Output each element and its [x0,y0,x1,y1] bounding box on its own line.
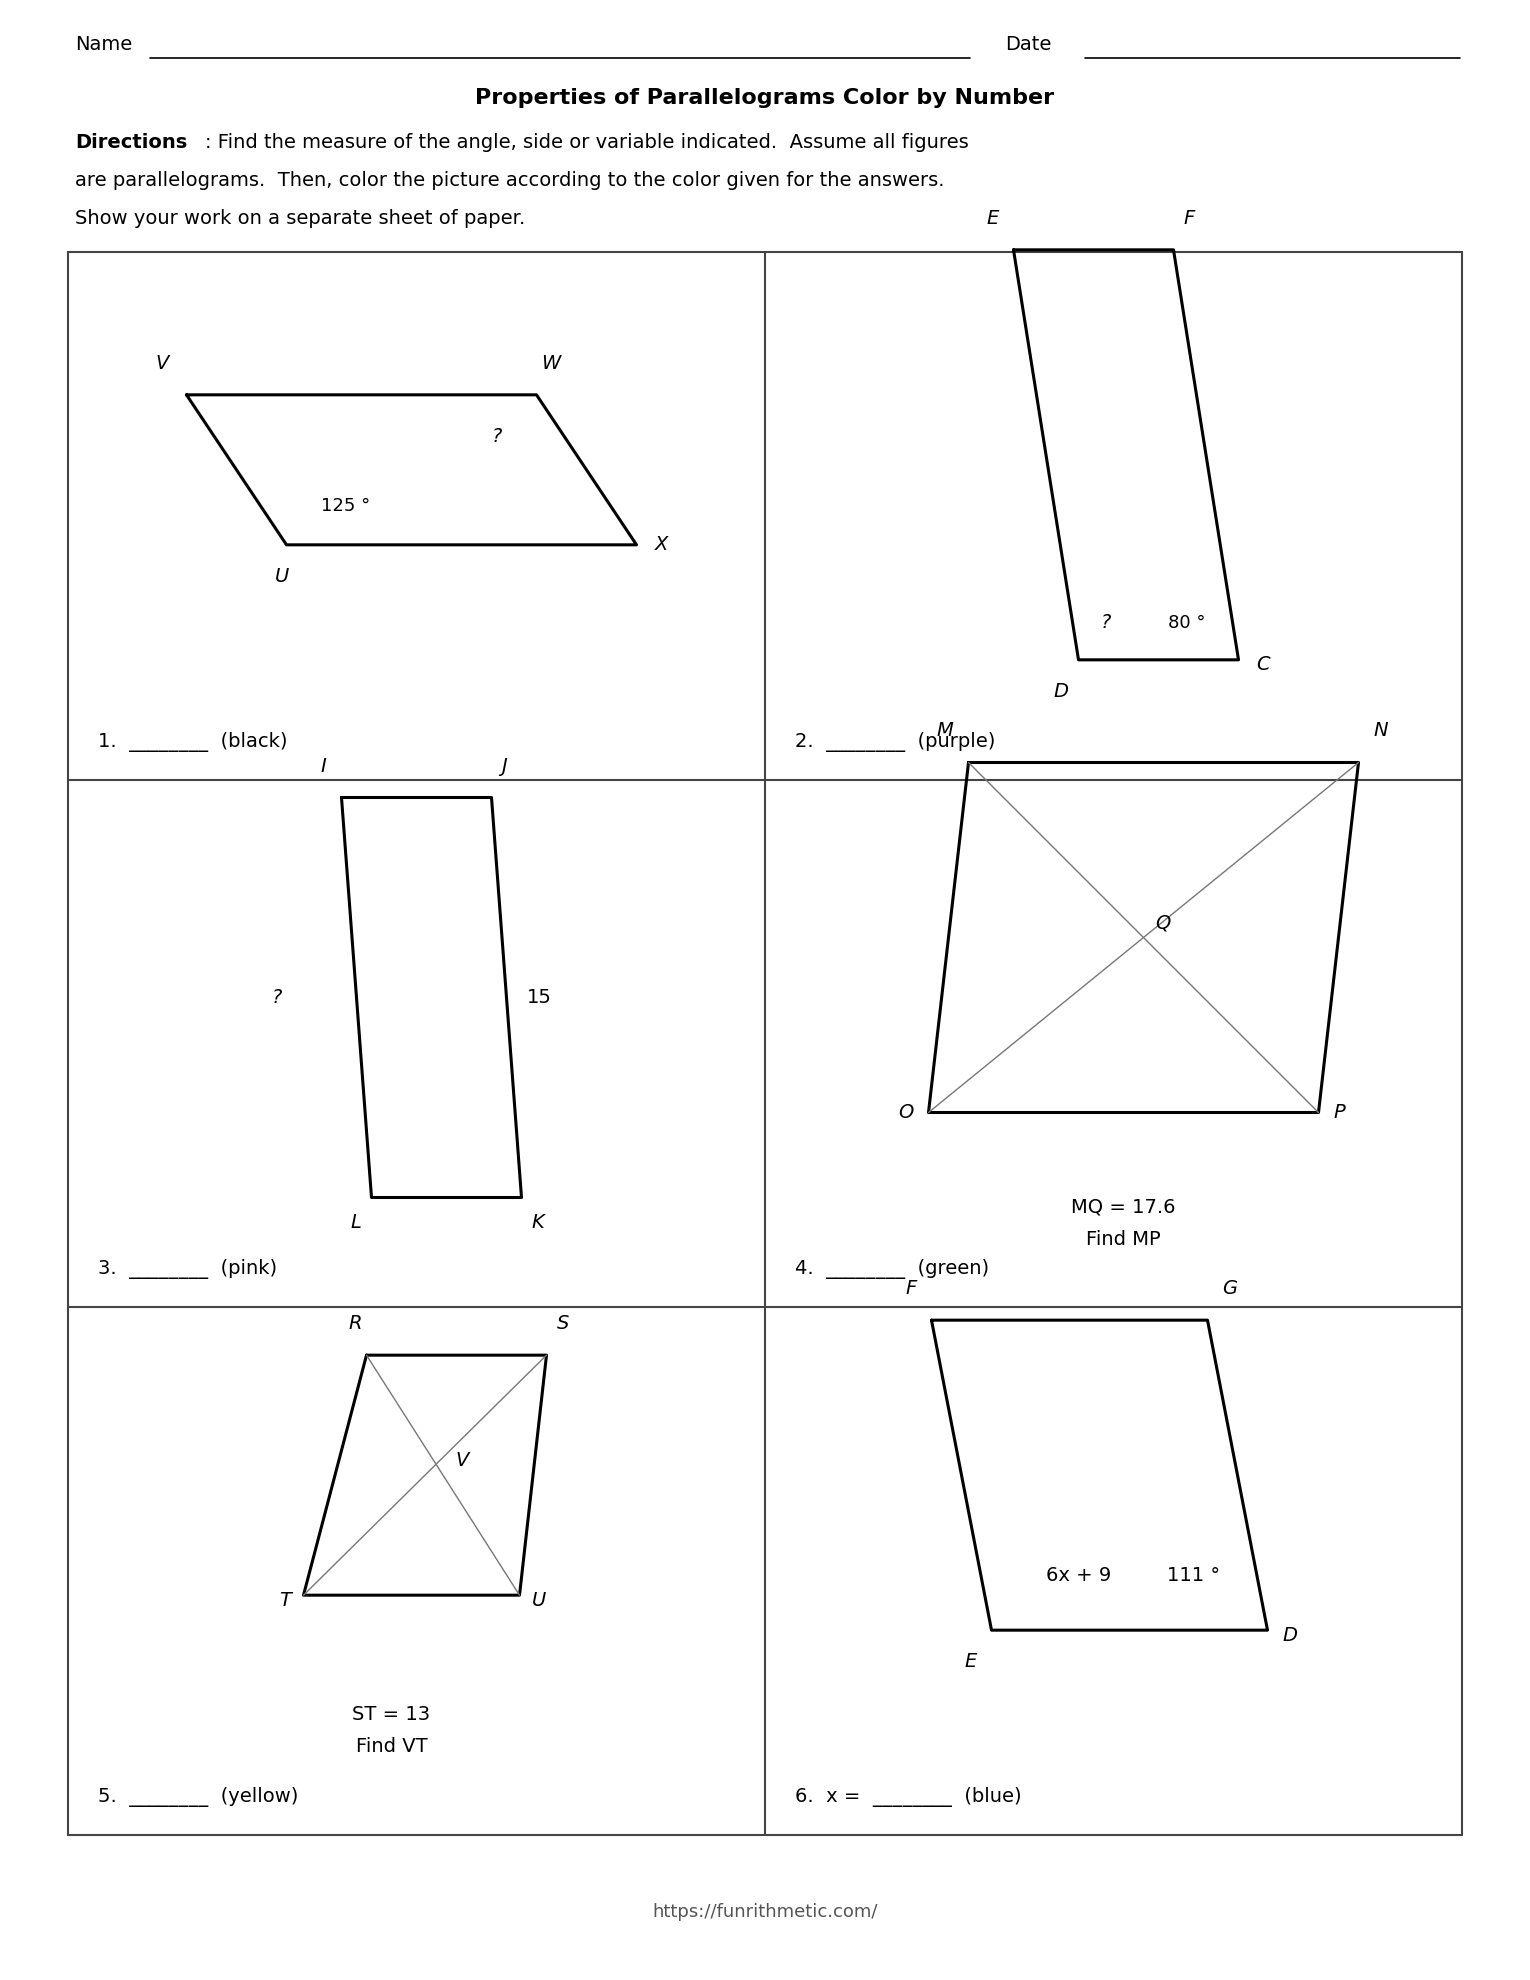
Text: V: V [155,354,168,372]
Text: MQ = 17.6: MQ = 17.6 [1071,1198,1175,1218]
Text: 3.  ________  (pink): 3. ________ (pink) [98,1259,277,1279]
Text: F: F [1184,208,1195,228]
Text: : Find the measure of the angle, side or variable indicated.  Assume all figures: : Find the measure of the angle, side or… [205,133,968,152]
Text: are parallelograms.  Then, color the picture according to the color given for th: are parallelograms. Then, color the pict… [75,170,944,190]
Text: L: L [350,1212,361,1232]
Text: Show your work on a separate sheet of paper.: Show your work on a separate sheet of pa… [75,208,525,228]
Text: U: U [274,566,289,586]
Text: 6x + 9: 6x + 9 [1047,1566,1112,1584]
Text: Date: Date [1005,36,1051,53]
Text: 4.  ________  (green): 4. ________ (green) [796,1259,988,1279]
Text: W: W [542,354,562,372]
Text: 80 °: 80 ° [1169,614,1206,632]
Text: 6.  x =  ________  (blue): 6. x = ________ (blue) [796,1788,1022,1808]
Text: T: T [280,1590,292,1610]
Text: Find MP: Find MP [1086,1230,1161,1249]
Text: R: R [347,1315,361,1333]
Text: 1.  ________  (black): 1. ________ (black) [98,733,288,752]
Text: C: C [1256,655,1270,675]
Text: D: D [1282,1626,1297,1645]
Text: ?: ? [1100,614,1111,632]
Text: E: E [964,1651,976,1671]
Text: 5.  ________  (yellow): 5. ________ (yellow) [98,1788,298,1808]
Text: E: E [987,208,999,228]
Bar [67,251,1463,1835]
Text: N: N [1374,721,1388,741]
Text: O: O [898,1103,913,1123]
Text: K: K [531,1212,545,1232]
Text: 111 °: 111 ° [1167,1566,1221,1584]
Text: https://funrithmetic.com/: https://funrithmetic.com/ [652,1903,878,1921]
Text: U: U [531,1590,546,1610]
Text: X: X [655,535,669,554]
Text: P: P [1334,1103,1345,1123]
Text: Find VT: Find VT [355,1738,427,1756]
Text: F: F [906,1279,916,1299]
Text: D: D [1053,681,1068,701]
Text: 125 °: 125 ° [321,497,370,515]
Text: 2.  ________  (purple): 2. ________ (purple) [796,733,996,752]
Text: ?: ? [491,428,502,446]
Text: 15: 15 [526,988,551,1008]
Text: Name: Name [75,36,132,53]
Text: ?: ? [271,988,282,1008]
Text: S: S [557,1315,569,1333]
Text: G: G [1222,1279,1238,1299]
Text: ST = 13: ST = 13 [352,1705,430,1725]
Text: J: J [502,756,508,776]
Text: M: M [936,721,953,741]
Text: V: V [454,1451,468,1471]
Text: I: I [321,756,326,776]
Text: Directions: Directions [75,133,187,152]
Text: Properties of Parallelograms Color by Number: Properties of Parallelograms Color by Nu… [476,87,1054,109]
Text: Q: Q [1155,913,1170,933]
